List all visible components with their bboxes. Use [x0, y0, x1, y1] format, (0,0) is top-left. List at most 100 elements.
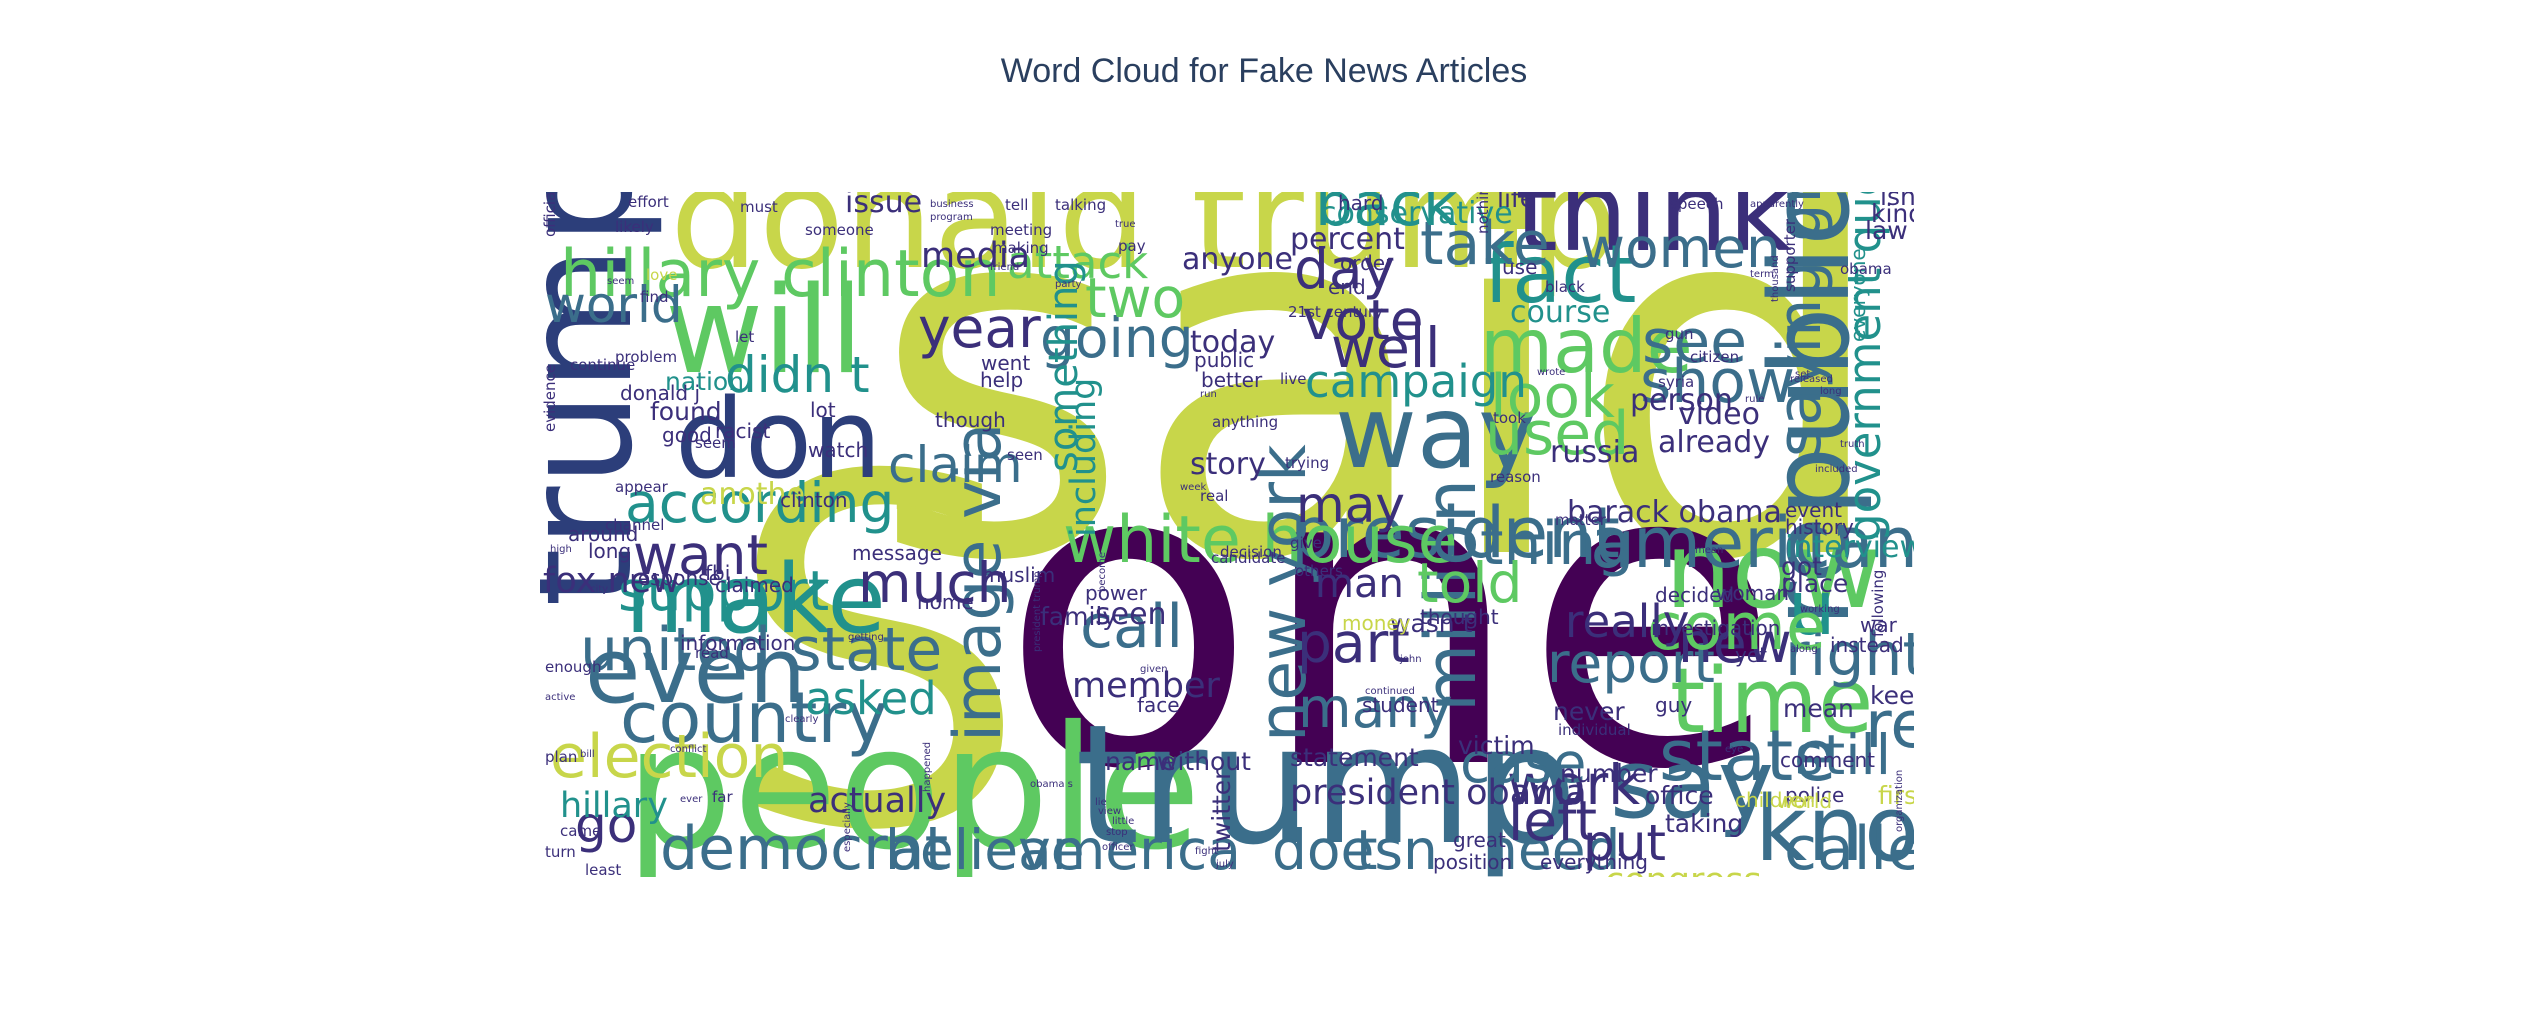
- word-money: money: [1342, 611, 1411, 635]
- word-kind: kind: [1871, 199, 1914, 228]
- word-million: million: [1410, 479, 1492, 712]
- word-see: see: [1642, 307, 1747, 377]
- word-new-york: new york: [1246, 444, 1321, 742]
- word-left: left: [1508, 789, 1597, 853]
- word-need: need: [1483, 818, 1620, 877]
- word-black: black: [1545, 278, 1585, 296]
- word-response: response: [630, 566, 721, 590]
- word-talking: talking: [1055, 196, 1106, 214]
- word-friend: friend: [990, 262, 1019, 273]
- word-everything: everything: [1540, 850, 1648, 874]
- word-didn-t: didn t: [725, 346, 870, 404]
- word-trying: trying: [1285, 454, 1329, 472]
- word-seem: seem: [607, 276, 634, 287]
- word-actually: actually: [808, 781, 946, 821]
- word-rule: rule: [1745, 394, 1764, 405]
- word-july: july: [1215, 859, 1234, 870]
- word-S: S: [725, 377, 1030, 877]
- word-though: though: [935, 408, 1006, 432]
- word-instead: instead: [1830, 633, 1904, 657]
- word-active: active: [545, 692, 575, 703]
- word-family: family: [1040, 602, 1117, 631]
- word-must: must: [740, 198, 778, 216]
- word-without: without: [1157, 747, 1251, 776]
- word-find: find: [640, 288, 668, 306]
- word-right: right: [1785, 620, 1914, 690]
- word-long: long: [588, 539, 631, 563]
- word-case: case: [1460, 731, 1586, 795]
- word-time: time: [1670, 649, 1873, 754]
- word-wrote: wrote: [1537, 367, 1565, 378]
- word-guy: guy: [1655, 693, 1692, 717]
- word-hate: hate: [895, 490, 940, 514]
- word-think: think: [1515, 192, 1792, 276]
- word-way: way: [1335, 374, 1537, 491]
- word-getting: getting: [848, 632, 884, 643]
- word-re: re: [1865, 688, 1914, 763]
- word-21st-century: 21st century: [1288, 303, 1383, 321]
- word-called: called: [1784, 814, 1914, 877]
- word-democrat: democrat: [660, 814, 948, 877]
- word-isn-t: isn t: [1880, 192, 1914, 211]
- word-tell: tell: [1005, 196, 1028, 214]
- word-got: got: [1781, 552, 1822, 581]
- word-day: day: [1294, 237, 1395, 301]
- word-russia: russia: [1550, 435, 1639, 470]
- word-image-via: image via: [941, 423, 1016, 742]
- word-vote: vote: [1302, 288, 1424, 352]
- word-conflict: conflict: [670, 744, 707, 755]
- word-enough: enough: [545, 658, 601, 676]
- word-syria: syria: [1658, 373, 1694, 391]
- word-saying-group: saying group: [1765, 192, 1835, 457]
- word-world: world: [545, 276, 683, 334]
- word-take: take: [1420, 209, 1550, 279]
- word-others: others: [1295, 562, 1343, 580]
- word-making: making: [993, 239, 1049, 257]
- word-set: set: [1795, 369, 1810, 380]
- word-election: election: [550, 722, 788, 792]
- word-hillary: hillary: [560, 786, 668, 826]
- word-effort: effort: [628, 193, 669, 211]
- word-told: told: [1417, 551, 1522, 615]
- word-want: want: [633, 523, 768, 587]
- word-president: president: [1290, 492, 1620, 574]
- word-took: took: [1493, 409, 1526, 427]
- word-use: use: [1502, 255, 1537, 279]
- word-muslim: muslim: [982, 563, 1055, 587]
- word-obama: obama: [1840, 260, 1892, 278]
- word-say: say: [1610, 730, 1774, 840]
- word-year: year: [918, 296, 1041, 360]
- word-little: little: [1112, 816, 1134, 827]
- word-public: public: [1194, 348, 1254, 372]
- word-long: long: [1820, 386, 1842, 397]
- word-show: show: [1640, 347, 1795, 417]
- word-government-question: government question: [1838, 192, 1891, 542]
- word-bill: bill: [580, 749, 595, 760]
- word-story: story: [1190, 447, 1266, 482]
- word-today: today: [1190, 325, 1275, 360]
- word-term: term: [1750, 269, 1774, 280]
- word-victim: victim: [1458, 731, 1535, 760]
- word-man: man: [1315, 561, 1404, 607]
- word-let: let: [735, 328, 754, 346]
- word-business: business: [930, 199, 974, 210]
- word-barack-obama: barack obama: [1567, 495, 1782, 530]
- word-still: still: [1795, 723, 1891, 787]
- word-t: t: [1356, 818, 1378, 877]
- word-anyone: anyone: [1182, 242, 1293, 277]
- word-face: face: [1137, 693, 1180, 717]
- word-state: state: [1659, 715, 1836, 797]
- word-continue: continue: [570, 356, 635, 374]
- word-happened: happened: [922, 742, 933, 792]
- word-given: given: [1140, 664, 1168, 675]
- word-trump: trump: [1075, 689, 1578, 877]
- word-according: according: [625, 471, 894, 535]
- word-problem: problem: [615, 348, 677, 366]
- word-go: go: [575, 796, 637, 854]
- word-percent: percent: [1290, 222, 1405, 257]
- word-went: went: [981, 351, 1030, 375]
- word-meeting: meeting: [990, 221, 1052, 239]
- word-republican: republican: [1746, 192, 1874, 627]
- word-know: know: [1755, 777, 1914, 877]
- word-order: order: [1340, 251, 1394, 275]
